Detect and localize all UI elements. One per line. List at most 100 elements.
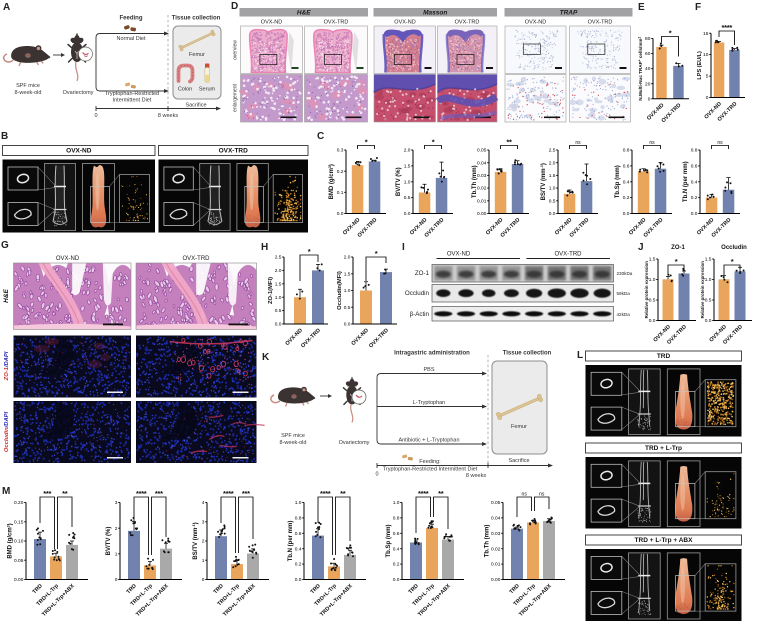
svg-text:0.03: 0.03 xyxy=(491,531,501,537)
svg-text:A: A xyxy=(3,2,10,13)
svg-text:Tissue collection: Tissue collection xyxy=(172,16,221,22)
svg-text:*: * xyxy=(365,138,368,147)
svg-text:2.0: 2.0 xyxy=(344,255,351,261)
svg-text:0.05: 0.05 xyxy=(14,558,24,564)
svg-text:0.5: 0.5 xyxy=(549,198,556,204)
svg-text:LPS (EU/L): LPS (EU/L) xyxy=(697,51,703,80)
svg-text:OVX-TRD: OVX-TRD xyxy=(300,328,322,350)
svg-text:1.0: 1.0 xyxy=(404,179,411,185)
svg-text:SPF mice: SPF mice xyxy=(16,83,40,89)
svg-text:0.2: 0.2 xyxy=(623,195,630,201)
svg-text:0.0: 0.0 xyxy=(393,577,400,583)
svg-text:*: * xyxy=(675,257,678,266)
svg-text:0.5: 0.5 xyxy=(649,298,656,304)
svg-text:0.0: 0.0 xyxy=(691,211,698,217)
svg-text:***: *** xyxy=(155,489,163,498)
svg-text:L-Tryptophan: L-Tryptophan xyxy=(413,400,446,406)
svg-text:M: M xyxy=(2,486,10,497)
svg-text:Intermittent Diet: Intermittent Diet xyxy=(113,98,152,104)
svg-text:0.04: 0.04 xyxy=(477,160,487,166)
svg-text:**: ** xyxy=(438,489,444,498)
svg-text:0.8: 0.8 xyxy=(295,516,302,522)
svg-text:N.Multi-Nuc TRAP+ cells/mm2: N.Multi-Nuc TRAP+ cells/mm2 xyxy=(638,36,644,100)
svg-text:Serum: Serum xyxy=(199,87,216,93)
svg-text:15: 15 xyxy=(703,31,709,37)
svg-text:**: ** xyxy=(62,489,68,498)
svg-text:0.01: 0.01 xyxy=(491,562,501,568)
svg-text:H&E: H&E xyxy=(297,10,311,17)
svg-text:ZO-1(MFI): ZO-1(MFI) xyxy=(268,277,274,304)
svg-text:1.5: 1.5 xyxy=(705,257,712,263)
svg-text:ns: ns xyxy=(522,492,528,498)
svg-text:0.5: 0.5 xyxy=(404,195,411,201)
svg-text:OVX-ND: OVX-ND xyxy=(525,20,546,26)
svg-text:8 weeks: 8 weeks xyxy=(466,473,486,479)
svg-text:0.4: 0.4 xyxy=(295,546,302,552)
svg-text:0.20: 0.20 xyxy=(14,500,24,506)
svg-text:Ovariectomy: Ovariectomy xyxy=(63,90,94,96)
svg-text:TRD: TRD xyxy=(657,353,671,360)
svg-text:G: G xyxy=(1,240,9,251)
svg-text:OVX-TRD: OVX-TRD xyxy=(183,256,211,262)
svg-text:TRD: TRD xyxy=(310,583,322,595)
svg-text:0.04: 0.04 xyxy=(491,516,501,522)
svg-text:Feeding:: Feeding: xyxy=(419,459,441,465)
svg-text:0.02: 0.02 xyxy=(477,186,487,192)
svg-text:0.5: 0.5 xyxy=(275,308,282,314)
svg-text:ZO-1/DAPI: ZO-1/DAPI xyxy=(4,351,10,381)
svg-text:H&E: H&E xyxy=(3,288,10,302)
svg-text:0.3: 0.3 xyxy=(337,148,344,154)
svg-text:B: B xyxy=(1,131,8,142)
svg-text:0.4: 0.4 xyxy=(691,179,698,185)
svg-text:OVX-ND: OVX-ND xyxy=(56,256,80,262)
svg-text:****: **** xyxy=(136,489,147,498)
svg-text:TRD: TRD xyxy=(126,583,138,595)
svg-text:OVX-ND: OVX-ND xyxy=(261,20,282,26)
svg-text:3: 3 xyxy=(115,500,118,506)
svg-text:β-Actin: β-Actin xyxy=(410,311,430,318)
svg-text:Tb.Sp (mm): Tb.Sp (mm) xyxy=(386,525,392,558)
svg-text:0.0: 0.0 xyxy=(705,318,712,324)
svg-text:1.0: 1.0 xyxy=(549,186,556,192)
svg-text:2.0: 2.0 xyxy=(404,148,411,154)
svg-text:1.0: 1.0 xyxy=(344,288,351,294)
svg-text:Colon: Colon xyxy=(178,87,192,93)
svg-text:0.03: 0.03 xyxy=(477,173,487,179)
svg-text:0.4: 0.4 xyxy=(623,179,630,185)
svg-text:2: 2 xyxy=(115,526,118,532)
svg-text:1.0: 1.0 xyxy=(649,277,656,283)
svg-text:OVX-TRD: OVX-TRD xyxy=(324,20,349,26)
svg-text:***: *** xyxy=(43,489,51,498)
svg-text:0.0: 0.0 xyxy=(295,577,302,583)
svg-text:ns: ns xyxy=(717,140,723,146)
svg-text:ns: ns xyxy=(575,140,581,146)
svg-text:Feeding: Feeding xyxy=(119,16,142,22)
svg-text:0: 0 xyxy=(202,577,205,583)
svg-text:10: 10 xyxy=(703,52,709,58)
svg-text:0.0: 0.0 xyxy=(337,211,344,217)
svg-text:J: J xyxy=(638,242,644,253)
svg-text:2.0: 2.0 xyxy=(549,160,556,166)
svg-text:0.8: 0.8 xyxy=(691,148,698,154)
svg-text:Relative protein expression: Relative protein expression xyxy=(700,261,705,319)
svg-text:0.15: 0.15 xyxy=(14,519,24,525)
svg-text:0.8: 0.8 xyxy=(393,516,400,522)
svg-text:BV/TV (%): BV/TV (%) xyxy=(106,527,112,556)
svg-text:0.02: 0.02 xyxy=(491,546,501,552)
svg-text:8-week-old: 8-week-old xyxy=(280,440,307,446)
svg-text:1.0: 1.0 xyxy=(275,295,282,301)
svg-text:TRD: TRD xyxy=(213,583,225,595)
svg-text:ZO-1: ZO-1 xyxy=(415,270,430,277)
svg-text:0: 0 xyxy=(115,577,118,583)
svg-text:TRD + L-Trp: TRD + L-Trp xyxy=(645,445,682,452)
svg-text:1: 1 xyxy=(202,558,205,564)
svg-text:Occludin: Occludin xyxy=(721,245,747,251)
svg-text:Tryptophan-Restricted Intermit: Tryptophan-Restricted Intermittent Diet xyxy=(383,467,478,473)
svg-text:OVX-TRD: OVX-TRD xyxy=(219,148,249,155)
svg-text:ZO-1: ZO-1 xyxy=(671,245,685,251)
svg-text:0.00: 0.00 xyxy=(477,211,487,217)
svg-text:Femur: Femur xyxy=(189,52,205,58)
svg-text:BS/TV (mm-1): BS/TV (mm-1) xyxy=(540,163,547,200)
svg-text:Tissue collection: Tissue collection xyxy=(503,351,552,357)
svg-text:OVX-ND: OVX-ND xyxy=(66,148,92,155)
